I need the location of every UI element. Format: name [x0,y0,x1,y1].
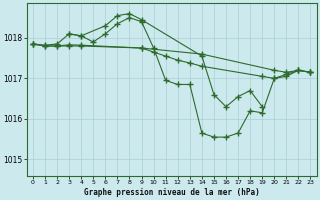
X-axis label: Graphe pression niveau de la mer (hPa): Graphe pression niveau de la mer (hPa) [84,188,260,197]
